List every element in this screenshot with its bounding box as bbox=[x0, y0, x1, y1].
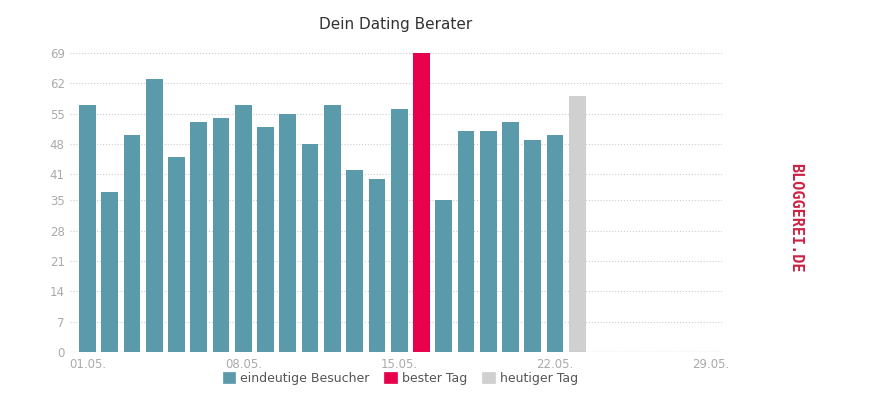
Bar bbox=[190, 122, 207, 352]
Text: BLOGGEREI.DE: BLOGGEREI.DE bbox=[787, 163, 803, 273]
Bar bbox=[146, 79, 163, 352]
Bar bbox=[524, 140, 541, 352]
Title: Dein Dating Berater: Dein Dating Berater bbox=[319, 17, 472, 32]
Bar bbox=[212, 118, 229, 352]
Bar bbox=[168, 157, 184, 352]
Legend: eindeutige Besucher, bester Tag, heutiger Tag: eindeutige Besucher, bester Tag, heutige… bbox=[217, 367, 582, 390]
Bar bbox=[235, 105, 251, 352]
Bar bbox=[101, 192, 118, 352]
Bar bbox=[302, 144, 318, 352]
Bar bbox=[323, 105, 341, 352]
Bar bbox=[480, 131, 496, 352]
Bar bbox=[568, 96, 585, 352]
Bar bbox=[79, 105, 96, 352]
Bar bbox=[346, 170, 362, 352]
Bar bbox=[123, 135, 140, 352]
Bar bbox=[279, 114, 295, 352]
Bar bbox=[546, 135, 563, 352]
Bar bbox=[257, 127, 274, 352]
Bar bbox=[434, 200, 452, 352]
Bar bbox=[390, 109, 407, 352]
Bar bbox=[413, 53, 429, 352]
Bar bbox=[368, 179, 385, 352]
Bar bbox=[501, 122, 518, 352]
Bar bbox=[457, 131, 474, 352]
